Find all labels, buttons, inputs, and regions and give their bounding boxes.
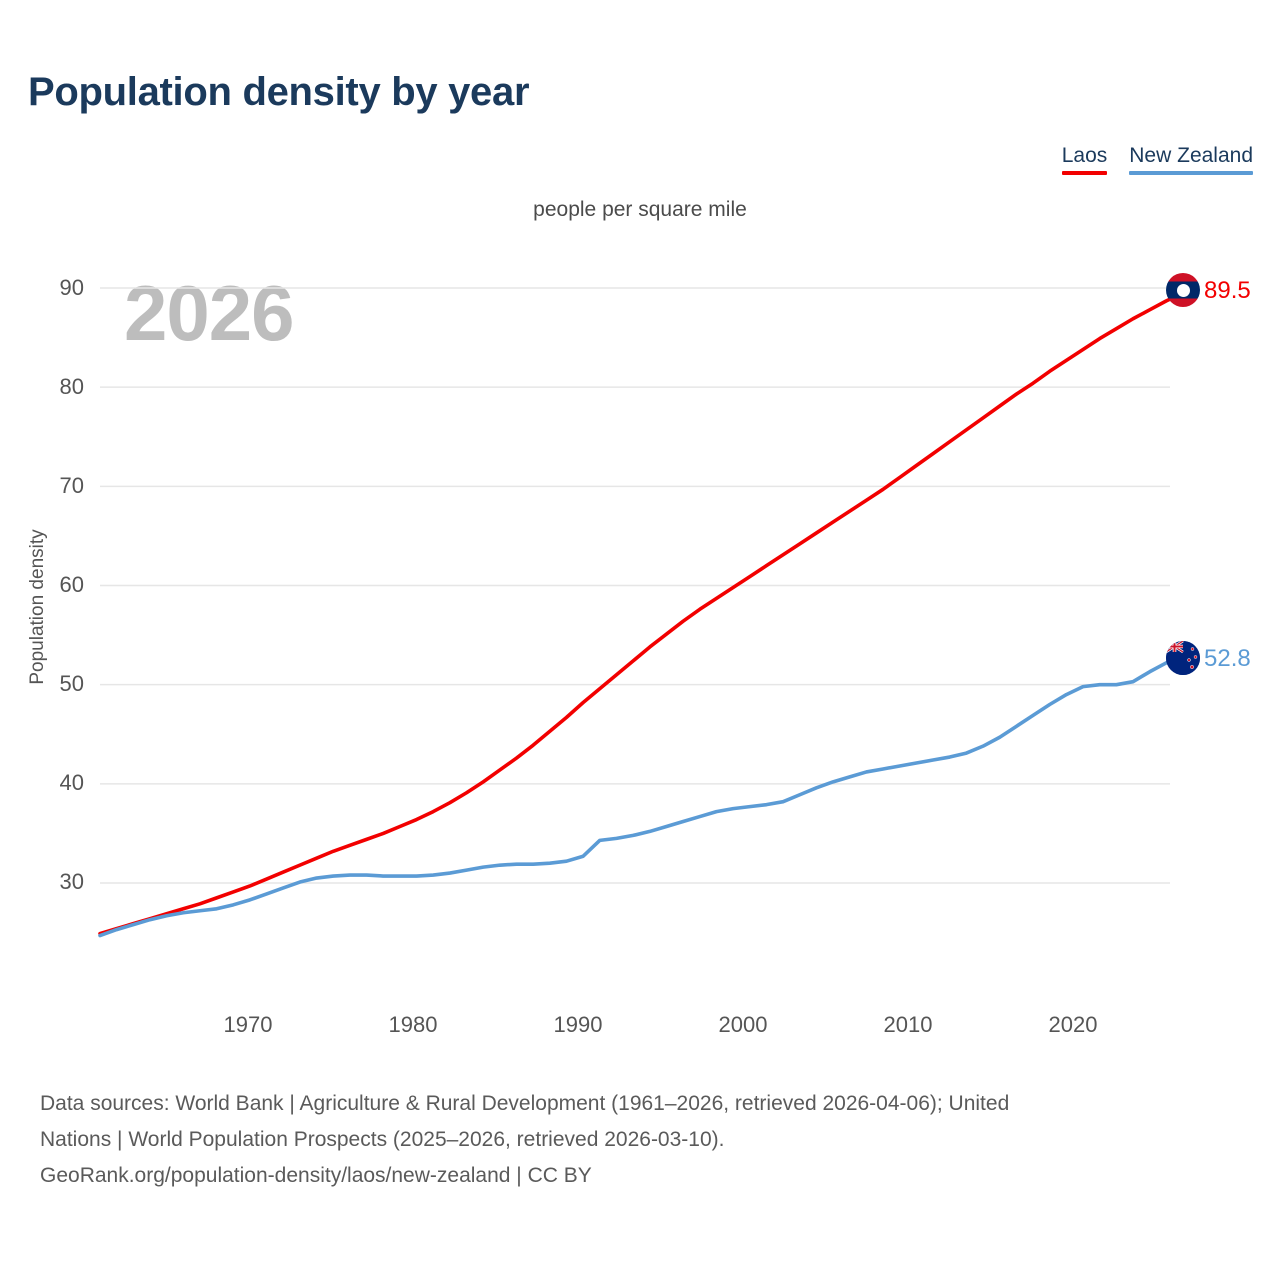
nz-flag-art	[1166, 641, 1200, 675]
legend-label-laos: Laos	[1061, 144, 1108, 167]
chart-legend: Laos New Zealand	[1061, 144, 1253, 175]
series-lines	[98, 291, 1185, 938]
series-line-new-zealand	[98, 655, 1185, 938]
y-tick-label: 90	[59, 275, 84, 300]
legend-label-new-zealand: New Zealand	[1129, 144, 1253, 167]
footer-line-1: Data sources: World Bank | Agriculture &…	[40, 1092, 1010, 1115]
y-tick-label: 80	[59, 374, 84, 399]
endpoint-value-laos: 89.5	[1204, 277, 1251, 304]
legend-swatch-new-zealand	[1129, 171, 1253, 175]
y-tick-label: 60	[59, 572, 84, 597]
x-tick-label: 1980	[388, 1012, 438, 1037]
x-tick-label: 1990	[553, 1012, 603, 1037]
gridlines	[100, 287, 1170, 884]
laos-flag-disc	[1176, 283, 1190, 297]
endpoint-value-new-zealand: 52.8	[1204, 645, 1251, 672]
x-tick-label: 2000	[718, 1012, 768, 1037]
chart-subtitle: people per square mile	[533, 198, 747, 221]
legend-item-new-zealand[interactable]: New Zealand	[1129, 144, 1253, 175]
page-title: Population density by year	[28, 70, 530, 114]
chart-canvas	[98, 287, 1185, 938]
chart-footer: Data sources: World Bank | Agriculture &…	[40, 1086, 1255, 1194]
new-zealand-flag-icon	[1166, 641, 1200, 675]
footer-line-3: GeoRank.org/population-density/laos/new-…	[40, 1164, 592, 1187]
y-tick-label: 70	[59, 473, 84, 498]
legend-item-laos[interactable]: Laos	[1061, 144, 1108, 175]
y-tick-label: 30	[59, 869, 84, 894]
x-tick-label: 2020	[1048, 1012, 1098, 1037]
y-tick-label: 50	[59, 671, 84, 696]
y-tick-label: 40	[59, 770, 84, 795]
legend-swatch-laos	[1061, 171, 1108, 175]
series-line-laos	[98, 291, 1185, 936]
year-watermark: 2026	[124, 269, 295, 357]
x-tick-label: 2010	[883, 1012, 933, 1037]
line-chart-plot: 2026 Population density 90 80 70 60 50 4…	[27, 269, 1251, 1037]
laos-flag-icon	[1166, 273, 1200, 307]
footer-line-2: Nations | World Population Prospects (20…	[40, 1128, 725, 1151]
x-tick-label: 1970	[223, 1012, 273, 1037]
